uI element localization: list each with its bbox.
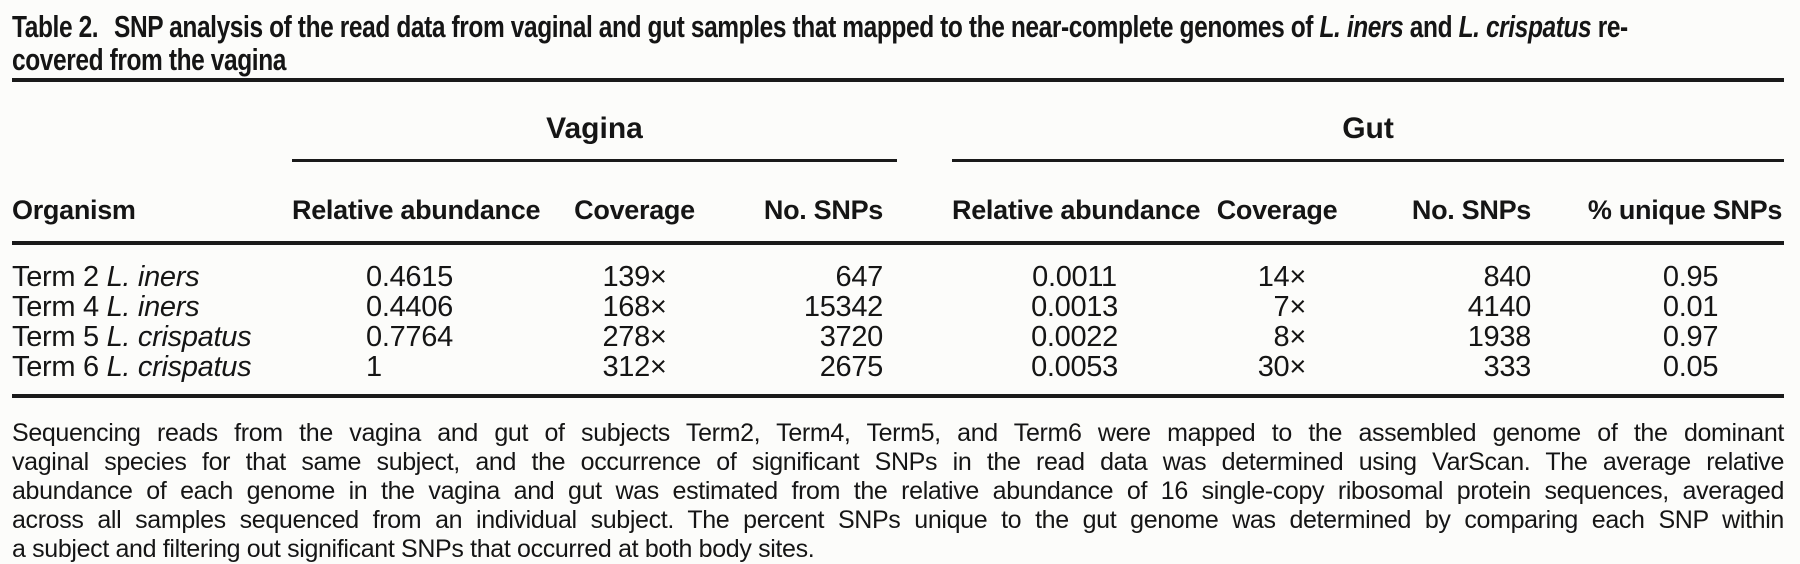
group-header-row: Vagina Gut [12, 78, 1785, 162]
row-spacer-cell [897, 352, 953, 398]
vagina-coverage-cell: 312× [532, 352, 737, 398]
title-text: SNP analysis of the read data from vagin… [114, 9, 1320, 44]
vagina-relative-abundance-value: 0.4615 [366, 261, 453, 293]
table-row: Term 6 L. crispatus 1 312× 2675 0.0053 30× 333… [12, 351, 1785, 398]
percent-unique-snps-cell: 0.05 [1549, 352, 1785, 398]
column-header-row: Organism Relative abundance Coverage No.… [12, 160, 1785, 245]
organism-cell: Term 5 L. crispatus [12, 322, 292, 352]
gut-coverage-value: 8× [1273, 321, 1307, 353]
organism-label: Term 6 [12, 351, 107, 383]
organism-species: L. iners [106, 291, 200, 323]
gut-no-snps-cell: 1938 [1467, 321, 1532, 353]
table-body: Term 2 L. iners 0.4615 139× 647 0.0011 14× 840… [12, 243, 1785, 398]
vagina-coverage-cell: 168× [602, 291, 667, 323]
vagina-relative-abundance-cell: 1 [292, 351, 532, 398]
gut-no-snps-header: No. SNPs [1357, 160, 1550, 245]
organism-cell: Term 4 L. iners [12, 292, 292, 322]
organism-label: Term 5 [12, 321, 107, 353]
vagina-no-snps-cell: 647 [835, 261, 884, 293]
organism-species: L. crispatus [106, 351, 252, 383]
organism-label: Term 4 [12, 291, 107, 323]
row-spacer-cell [897, 243, 952, 292]
vagina-relative-abundance-cell: 0.4406 [292, 292, 532, 322]
title-text: covered from the vagina [12, 42, 287, 77]
footnote-line: vaginal species for that same subject, a… [12, 448, 1784, 476]
organism-label: Term 2 [12, 261, 107, 293]
vagina-coverage-cell: 278× [602, 321, 667, 353]
percent-unique-snps-header: % unique SNPs [1549, 160, 1785, 245]
footnote-line: Sequencing reads from the vagina and gut… [12, 419, 1784, 447]
table-row: Term 4 L. iners 0.4406 168× 15342 0.0013 7× 41… [12, 292, 1784, 322]
species-name: L. crispatus [1458, 9, 1592, 44]
organism-species: L. iners [106, 261, 200, 293]
title-text: and [1403, 9, 1459, 44]
snp-analysis-table: Vagina Gut Organism Relative abundance C… [12, 78, 1785, 398]
vagina-relative-abundance-header: Relative abundance [292, 160, 540, 245]
gut-no-snps-cell: 840 [1483, 261, 1532, 293]
gut-coverage-cell: 8× [1197, 322, 1357, 352]
organism-column-header: Organism [12, 160, 292, 245]
vagina-coverage-cell: 139× [602, 261, 667, 293]
group-spacer-cell [897, 78, 953, 161]
gut-relative-abundance-header: Relative abundance [952, 160, 1201, 245]
organism-cell: Term 2 L. iners [12, 243, 292, 292]
gut-coverage-cell: 7× [1197, 292, 1357, 322]
vagina-relative-abundance-cell: 0.4615 [292, 243, 532, 292]
organism-cell: Term 6 L. crispatus [12, 351, 292, 398]
gut-coverage-value: 7× [1273, 291, 1307, 323]
gut-coverage-value: 14× [1257, 261, 1307, 293]
title-line: covered from the vagina [12, 43, 1413, 76]
gut-coverage-cell: 14× [1197, 243, 1357, 292]
vagina-no-snps-cell: 15342 [803, 291, 884, 323]
footnote-line: a subject and filtering out significant … [12, 535, 815, 563]
row-spacer-cell [897, 292, 952, 322]
title-line: Table 2. SNP analysis of the read data fr… [12, 9, 1628, 44]
gut-no-snps-cell: 4140 [1467, 291, 1532, 323]
gut-coverage-value: 30× [1257, 351, 1307, 383]
vagina-coverage-header: Coverage [532, 160, 737, 245]
gut-coverage-cell: 30× [1197, 351, 1358, 398]
vagina-no-snps-cell: 3720 [819, 321, 884, 353]
gut-coverage-header: Coverage [1197, 160, 1358, 245]
table-title: Table 2. SNP analysis of the read data fr… [12, 9, 1628, 76]
table-number-label: Table 2. [12, 9, 99, 44]
vagina-no-snps-header: No. SNPs [737, 160, 898, 245]
vagina-group-header: Vagina [292, 78, 898, 162]
vagina-group-label: Vagina [546, 112, 643, 145]
group-empty-cell [12, 78, 292, 161]
footnote-line: across all samples sequenced from an ind… [12, 506, 1784, 534]
vagina-relative-abundance-cell: 0.7764 [292, 322, 532, 352]
gut-group-label: Gut [1342, 112, 1394, 145]
gut-group-header: Gut [952, 78, 1785, 162]
species-name: L. iners [1319, 9, 1404, 44]
gut-relative-abundance-cell: 0.0053 [952, 352, 1198, 398]
organism-species: L. crispatus [106, 321, 252, 353]
gut-relative-abundance-cell: 0.0022 [1031, 321, 1118, 353]
vagina-no-snps-cell: 2675 [737, 352, 898, 398]
table-footnote: Sequencing reads from the vagina and gut… [12, 419, 1784, 564]
gut-relative-abundance-cell: 0.0011 [1032, 261, 1117, 293]
vagina-relative-abundance-value: 0.4406 [366, 291, 453, 323]
percent-unique-snps-cell: 0.95 [1662, 261, 1719, 293]
vagina-relative-abundance-value: 0.7764 [366, 321, 453, 353]
gut-relative-abundance-cell: 0.0013 [1031, 291, 1118, 323]
row-spacer-cell [897, 322, 952, 352]
percent-unique-snps-cell: 0.01 [1662, 291, 1719, 323]
percent-unique-snps-cell: 0.97 [1662, 321, 1719, 353]
gut-no-snps-cell: 333 [1357, 352, 1550, 398]
table-row: Term 5 L. crispatus 0.7764 278× 3720 0.0022 8… [12, 322, 1784, 352]
vagina-relative-abundance-value: 1 [366, 351, 382, 383]
header-spacer-cell [897, 160, 953, 245]
footnote-line: abundance of each genome in the vagina a… [12, 477, 1784, 505]
table-row: Term 2 L. iners 0.4615 139× 647 0.0011 14× 840… [12, 243, 1784, 292]
title-text: re- [1591, 9, 1629, 44]
